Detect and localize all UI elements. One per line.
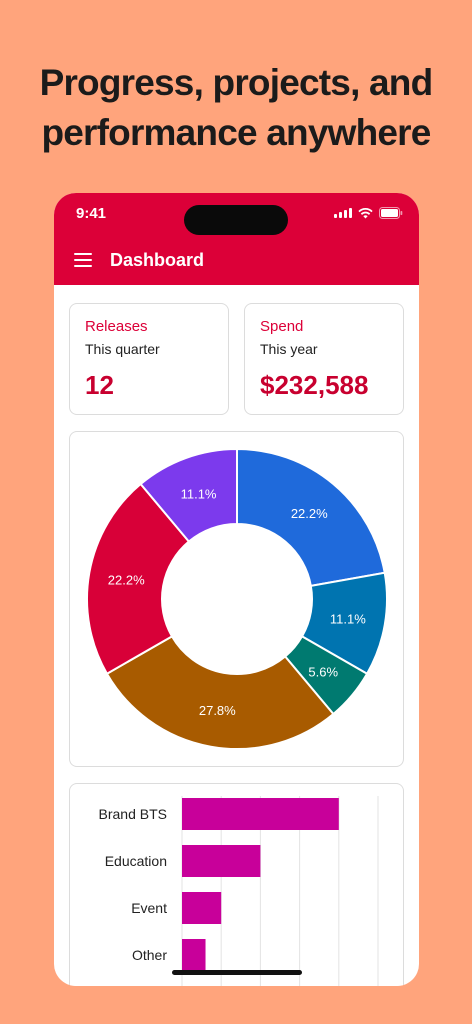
donut-slice[interactable] (139, 447, 238, 543)
bar-category-label: Brand BTS (99, 806, 167, 822)
donut-slice[interactable] (86, 482, 191, 676)
donut-slice[interactable] (236, 447, 386, 588)
bar-category-label: Event (131, 900, 167, 916)
slice-label: 11.1% (181, 486, 217, 501)
bar[interactable] (182, 892, 222, 924)
kpi-title: Releases (85, 318, 148, 335)
kpi-title: Spend (260, 318, 304, 335)
headline: Progress, projects, and performance anyw… (39, 62, 434, 153)
slice-label: 5.6% (308, 664, 338, 679)
slice-label: 22.2% (291, 506, 328, 521)
bar-chart: Brand BTS Education Event Other (99, 796, 379, 986)
kpi-value: 12 (85, 370, 114, 400)
donut-chart-card: 22.2% 11.1% 5.6% 27.8% 22.2% 11.1% (69, 431, 404, 767)
kpi-card-spend[interactable]: Spend This year $232,588 (244, 303, 404, 415)
battery-icon (379, 207, 403, 219)
bar-category-label: Other (132, 947, 167, 963)
bar-category-label: Education (105, 853, 167, 869)
kpi-value: $232,588 (260, 370, 369, 400)
slice-label: 11.1% (330, 611, 366, 626)
bar-chart-card: Brand BTS Education Event Other (69, 783, 404, 986)
dynamic-island (184, 205, 288, 235)
home-indicator (172, 970, 302, 975)
bar[interactable] (182, 798, 339, 830)
app-header: 9:41 Dashbo (54, 193, 419, 285)
page-title: Dashboard (110, 250, 205, 270)
hamburger-menu-icon[interactable] (74, 253, 92, 267)
phone-screen: 9:41 Dashbo (54, 193, 419, 986)
wifi-icon (358, 207, 373, 219)
signal-icon (334, 208, 352, 218)
donut-chart: 22.2% 11.1% 5.6% 27.8% 22.2% 11.1% (86, 447, 388, 750)
kpi-subtitle: This year (260, 341, 318, 357)
kpi-subtitle: This quarter (85, 341, 160, 357)
bar[interactable] (182, 845, 261, 877)
status-icons (334, 207, 403, 219)
donut-slice[interactable] (105, 634, 335, 750)
slice-label: 27.8% (199, 703, 236, 718)
kpi-card-releases[interactable]: Releases This quarter 12 (69, 303, 229, 415)
status-time: 9:41 (76, 205, 107, 222)
bar[interactable] (182, 939, 206, 971)
slice-label: 22.2% (108, 572, 145, 587)
